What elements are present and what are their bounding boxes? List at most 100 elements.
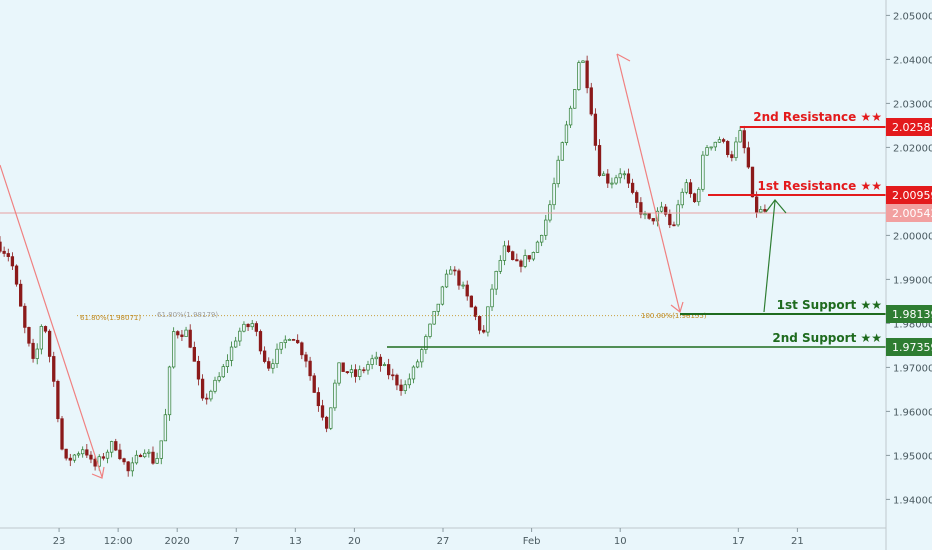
- candle: [60, 418, 64, 450]
- candle: [577, 62, 581, 90]
- candle: [630, 182, 635, 193]
- candle: [668, 213, 672, 226]
- time-tick-label: 13: [289, 536, 302, 547]
- candle: [10, 256, 15, 267]
- support-1-price: 1.98139: [892, 308, 932, 321]
- candle: [188, 329, 192, 348]
- candle: [312, 375, 316, 393]
- candle: [271, 363, 275, 369]
- candle: [440, 286, 445, 305]
- candle: [647, 213, 651, 219]
- candle: [602, 173, 606, 176]
- candle: [324, 416, 329, 429]
- candle: [515, 259, 519, 262]
- candle: [399, 384, 403, 392]
- candle: [205, 397, 209, 400]
- price-tick-label: 2.03000: [893, 99, 932, 110]
- candle: [378, 356, 383, 367]
- candle: [14, 265, 19, 285]
- candle: [477, 316, 482, 331]
- candle: [184, 329, 188, 337]
- candle: [539, 234, 544, 243]
- price-tick-label: 1.95000: [893, 451, 932, 462]
- fib-label: 61.80%(1.98179): [157, 311, 218, 319]
- candle: [531, 252, 536, 260]
- resistance-1-label: 1st Resistance ★★: [757, 179, 882, 193]
- candle: [85, 449, 89, 456]
- candle: [225, 360, 230, 367]
- candle: [242, 323, 246, 332]
- candle: [52, 356, 56, 382]
- candle: [163, 414, 168, 442]
- candle: [275, 348, 279, 365]
- candle: [72, 454, 77, 461]
- plot-background: [0, 0, 886, 528]
- candle: [734, 141, 738, 159]
- candle: [345, 371, 349, 374]
- resistance-1-price: 2.00959: [892, 189, 932, 202]
- resistance-2-price: 2.02584: [892, 121, 932, 134]
- candle: [221, 366, 225, 378]
- candle: [556, 159, 560, 185]
- candle: [114, 441, 118, 451]
- candle: [209, 390, 213, 400]
- candle: [258, 331, 263, 352]
- candle: [730, 154, 734, 159]
- candle: [76, 453, 81, 456]
- candle: [234, 340, 238, 348]
- candle: [618, 173, 622, 179]
- price-tick-label: 2.05000: [893, 11, 932, 22]
- candle: [759, 209, 763, 213]
- candle: [101, 456, 106, 459]
- price-tick-label: 1.96000: [893, 407, 932, 418]
- candle: [229, 346, 234, 361]
- candle: [27, 327, 31, 344]
- candle: [358, 369, 362, 377]
- candle: [469, 295, 474, 308]
- candle: [713, 141, 717, 148]
- time-tick-label: 2020: [164, 536, 189, 547]
- candle: [585, 60, 589, 89]
- candle: [172, 331, 176, 368]
- time-tick-label: 20: [348, 536, 361, 547]
- candle: [639, 202, 643, 215]
- candle: [304, 354, 308, 362]
- candle: [482, 329, 486, 333]
- candle: [709, 146, 713, 149]
- time-axis: 23 12:00 2020 7 13 20 27 Feb 10 17 21: [53, 528, 804, 547]
- candle: [296, 339, 300, 344]
- candle: [81, 449, 85, 455]
- price-tick-label: 1.97000: [893, 363, 932, 374]
- candle: [0, 241, 2, 252]
- support-2-price: 1.97359: [892, 341, 932, 354]
- candle: [2, 250, 6, 254]
- candle: [68, 457, 72, 461]
- candle: [47, 330, 52, 357]
- candle: [138, 454, 143, 458]
- candle: [721, 139, 726, 142]
- candle: [688, 182, 693, 195]
- candle: [316, 392, 321, 407]
- candle: [664, 206, 668, 215]
- candle: [130, 462, 134, 472]
- candle: [697, 188, 701, 203]
- candle: [535, 241, 540, 253]
- price-axis: 1.94000 1.95000 1.96000 1.97000 1.98000 1.990…: [886, 11, 932, 506]
- candle: [217, 376, 221, 381]
- candle: [746, 147, 751, 168]
- candle: [568, 107, 573, 126]
- time-tick-label: 10: [614, 536, 627, 547]
- candle: [320, 405, 325, 418]
- price-tick-label: 2.00000: [893, 231, 932, 242]
- price-tick-label: 1.98000: [893, 319, 932, 330]
- candle: [279, 342, 283, 350]
- candle: [200, 378, 205, 399]
- candle: [126, 461, 130, 472]
- candle: [395, 374, 399, 386]
- candle: [308, 360, 312, 377]
- candle: [118, 449, 122, 460]
- candle: [267, 361, 271, 369]
- candle: [391, 374, 395, 377]
- candle: [750, 166, 755, 198]
